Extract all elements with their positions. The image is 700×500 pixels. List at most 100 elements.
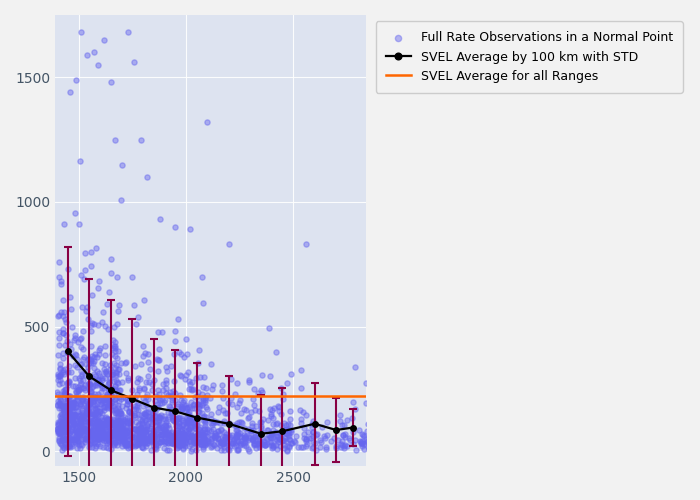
Full Rate Observations in a Normal Point bbox=[85, 439, 97, 447]
Full Rate Observations in a Normal Point bbox=[122, 376, 134, 384]
Full Rate Observations in a Normal Point bbox=[111, 320, 122, 328]
Full Rate Observations in a Normal Point bbox=[194, 346, 205, 354]
Full Rate Observations in a Normal Point bbox=[92, 418, 104, 426]
Full Rate Observations in a Normal Point bbox=[197, 399, 209, 407]
Full Rate Observations in a Normal Point bbox=[128, 302, 139, 310]
Full Rate Observations in a Normal Point bbox=[65, 408, 76, 416]
Full Rate Observations in a Normal Point bbox=[94, 428, 105, 436]
Full Rate Observations in a Normal Point bbox=[100, 398, 111, 406]
Full Rate Observations in a Normal Point bbox=[145, 438, 156, 446]
Full Rate Observations in a Normal Point bbox=[146, 422, 157, 430]
Full Rate Observations in a Normal Point bbox=[130, 436, 141, 444]
Full Rate Observations in a Normal Point bbox=[193, 428, 204, 436]
Full Rate Observations in a Normal Point bbox=[218, 440, 229, 448]
Full Rate Observations in a Normal Point bbox=[298, 443, 309, 451]
Full Rate Observations in a Normal Point bbox=[76, 396, 88, 404]
Full Rate Observations in a Normal Point bbox=[211, 431, 222, 439]
SVEL Average by 100 km with STD bbox=[311, 421, 319, 427]
Full Rate Observations in a Normal Point bbox=[307, 428, 318, 436]
Full Rate Observations in a Normal Point bbox=[335, 440, 346, 448]
Full Rate Observations in a Normal Point bbox=[272, 436, 283, 444]
Full Rate Observations in a Normal Point bbox=[256, 418, 267, 426]
Full Rate Observations in a Normal Point bbox=[99, 394, 110, 402]
Full Rate Observations in a Normal Point bbox=[152, 400, 163, 408]
Full Rate Observations in a Normal Point bbox=[60, 318, 71, 326]
Full Rate Observations in a Normal Point bbox=[245, 428, 256, 436]
Full Rate Observations in a Normal Point bbox=[109, 434, 120, 442]
Full Rate Observations in a Normal Point bbox=[187, 404, 198, 411]
Full Rate Observations in a Normal Point bbox=[230, 426, 241, 434]
Full Rate Observations in a Normal Point bbox=[52, 425, 63, 433]
Full Rate Observations in a Normal Point bbox=[232, 445, 244, 453]
Full Rate Observations in a Normal Point bbox=[113, 370, 125, 378]
Full Rate Observations in a Normal Point bbox=[361, 438, 372, 446]
Full Rate Observations in a Normal Point bbox=[216, 426, 227, 434]
Full Rate Observations in a Normal Point bbox=[173, 400, 184, 408]
Full Rate Observations in a Normal Point bbox=[232, 446, 243, 454]
Full Rate Observations in a Normal Point bbox=[257, 440, 268, 448]
Full Rate Observations in a Normal Point bbox=[81, 414, 92, 422]
Full Rate Observations in a Normal Point bbox=[213, 430, 224, 438]
Full Rate Observations in a Normal Point bbox=[167, 412, 178, 420]
Full Rate Observations in a Normal Point bbox=[183, 425, 195, 433]
Full Rate Observations in a Normal Point bbox=[72, 428, 83, 436]
Full Rate Observations in a Normal Point bbox=[103, 402, 114, 410]
Full Rate Observations in a Normal Point bbox=[172, 428, 183, 436]
Full Rate Observations in a Normal Point bbox=[196, 272, 207, 280]
Full Rate Observations in a Normal Point bbox=[104, 392, 115, 400]
Full Rate Observations in a Normal Point bbox=[263, 430, 274, 438]
Full Rate Observations in a Normal Point bbox=[139, 350, 150, 358]
Full Rate Observations in a Normal Point bbox=[59, 428, 70, 436]
Full Rate Observations in a Normal Point bbox=[134, 426, 145, 434]
Full Rate Observations in a Normal Point bbox=[67, 398, 78, 406]
Full Rate Observations in a Normal Point bbox=[58, 389, 69, 397]
Full Rate Observations in a Normal Point bbox=[99, 368, 111, 376]
Full Rate Observations in a Normal Point bbox=[153, 416, 164, 424]
Full Rate Observations in a Normal Point bbox=[176, 403, 188, 411]
Full Rate Observations in a Normal Point bbox=[73, 438, 84, 446]
Full Rate Observations in a Normal Point bbox=[76, 395, 88, 403]
Full Rate Observations in a Normal Point bbox=[295, 406, 306, 414]
Full Rate Observations in a Normal Point bbox=[277, 436, 288, 444]
Full Rate Observations in a Normal Point bbox=[133, 433, 144, 441]
Full Rate Observations in a Normal Point bbox=[307, 428, 318, 436]
Full Rate Observations in a Normal Point bbox=[157, 428, 168, 436]
Full Rate Observations in a Normal Point bbox=[234, 439, 245, 447]
Full Rate Observations in a Normal Point bbox=[122, 444, 134, 452]
Full Rate Observations in a Normal Point bbox=[117, 425, 128, 433]
Full Rate Observations in a Normal Point bbox=[166, 438, 177, 446]
Full Rate Observations in a Normal Point bbox=[214, 420, 225, 428]
Full Rate Observations in a Normal Point bbox=[145, 432, 156, 440]
Full Rate Observations in a Normal Point bbox=[135, 424, 146, 432]
Full Rate Observations in a Normal Point bbox=[75, 426, 86, 434]
Full Rate Observations in a Normal Point bbox=[106, 350, 117, 358]
Full Rate Observations in a Normal Point bbox=[346, 414, 358, 422]
Full Rate Observations in a Normal Point bbox=[169, 327, 181, 335]
Full Rate Observations in a Normal Point bbox=[121, 432, 132, 440]
Full Rate Observations in a Normal Point bbox=[132, 406, 144, 414]
Full Rate Observations in a Normal Point bbox=[88, 438, 99, 446]
Full Rate Observations in a Normal Point bbox=[139, 438, 150, 446]
Full Rate Observations in a Normal Point bbox=[193, 425, 204, 433]
Full Rate Observations in a Normal Point bbox=[142, 350, 153, 358]
Full Rate Observations in a Normal Point bbox=[197, 394, 209, 402]
Full Rate Observations in a Normal Point bbox=[138, 384, 149, 392]
Full Rate Observations in a Normal Point bbox=[91, 367, 102, 375]
Full Rate Observations in a Normal Point bbox=[66, 404, 78, 412]
Full Rate Observations in a Normal Point bbox=[132, 404, 143, 411]
Full Rate Observations in a Normal Point bbox=[176, 438, 187, 446]
Full Rate Observations in a Normal Point bbox=[212, 435, 223, 443]
Full Rate Observations in a Normal Point bbox=[280, 426, 291, 434]
Full Rate Observations in a Normal Point bbox=[88, 396, 99, 404]
Full Rate Observations in a Normal Point bbox=[78, 352, 90, 360]
Full Rate Observations in a Normal Point bbox=[70, 351, 81, 359]
Full Rate Observations in a Normal Point bbox=[116, 426, 127, 434]
Full Rate Observations in a Normal Point bbox=[76, 440, 88, 448]
Full Rate Observations in a Normal Point bbox=[60, 416, 71, 424]
Full Rate Observations in a Normal Point bbox=[184, 428, 195, 436]
Full Rate Observations in a Normal Point bbox=[200, 384, 211, 392]
Full Rate Observations in a Normal Point bbox=[113, 412, 124, 420]
Full Rate Observations in a Normal Point bbox=[92, 406, 103, 414]
Full Rate Observations in a Normal Point bbox=[228, 422, 239, 430]
Full Rate Observations in a Normal Point bbox=[110, 360, 121, 368]
